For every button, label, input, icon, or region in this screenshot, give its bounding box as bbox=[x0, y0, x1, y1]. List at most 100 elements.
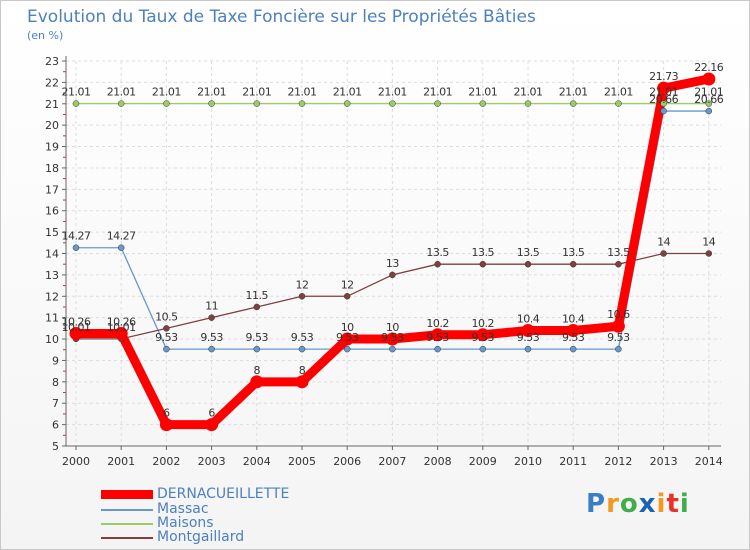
legend-swatch bbox=[101, 522, 153, 525]
chart-title: Evolution du Taux de Taxe Foncière sur l… bbox=[27, 7, 536, 27]
y-tick-label: 16 bbox=[45, 205, 59, 218]
y-tick-label: 11 bbox=[45, 312, 59, 325]
data-label-massac: 9.53 bbox=[246, 331, 269, 344]
data-point-massac bbox=[615, 345, 622, 353]
x-tick-label: 2007 bbox=[378, 455, 406, 468]
legend-item-massac: Massac bbox=[101, 502, 209, 517]
data-label-dernacueillette: 10.6 bbox=[607, 308, 630, 321]
data-point-montgaillard bbox=[163, 325, 170, 332]
data-label-montgaillard: 12 bbox=[341, 278, 354, 291]
data-point-montgaillard bbox=[660, 250, 667, 257]
legend-label: Massac bbox=[157, 501, 209, 517]
data-point-dernacueillette bbox=[566, 324, 580, 337]
data-point-montgaillard bbox=[434, 260, 441, 268]
data-point-maisons bbox=[569, 100, 577, 107]
data-label-maisons: 21.01 bbox=[62, 86, 91, 99]
x-tick-label: 2002 bbox=[152, 455, 180, 468]
y-tick-label: 6 bbox=[52, 419, 59, 432]
x-tick-label: 2006 bbox=[333, 455, 361, 468]
x-tick-label: 2014 bbox=[695, 455, 723, 468]
data-label-montgaillard: 13 bbox=[386, 257, 399, 270]
data-point-dernacueillette bbox=[340, 332, 354, 346]
logo-letter: r bbox=[606, 489, 620, 519]
proxiti-logo: Proxiti bbox=[586, 489, 690, 519]
legend-item-maisons: Maisons bbox=[101, 516, 214, 531]
x-tick-label: 2010 bbox=[514, 455, 542, 468]
data-point-massac bbox=[72, 244, 80, 251]
y-tick-label: 13 bbox=[45, 269, 59, 282]
y-tick-label: 23 bbox=[45, 55, 59, 68]
data-label-montgaillard: 13.5 bbox=[517, 246, 540, 259]
data-label-maisons: 21.01 bbox=[333, 86, 362, 99]
data-label-dernacueillette: 8 bbox=[299, 364, 306, 377]
data-label-massac: 9.53 bbox=[381, 331, 404, 344]
logo-letter: i bbox=[679, 489, 690, 519]
data-point-massac bbox=[660, 107, 667, 115]
data-label-massac: 9.53 bbox=[291, 331, 314, 344]
data-label-maisons: 21.01 bbox=[107, 86, 136, 99]
data-point-maisons bbox=[208, 100, 215, 107]
legend-label: DERNACUEILLETTE bbox=[157, 486, 290, 502]
data-point-dernacueillette bbox=[114, 326, 128, 340]
data-point-dernacueillette bbox=[611, 319, 625, 333]
y-tick-label: 14 bbox=[45, 248, 59, 261]
x-tick-label: 2000 bbox=[62, 455, 90, 468]
data-label-maisons: 21.01 bbox=[242, 86, 271, 99]
y-tick-label: 10 bbox=[45, 333, 59, 346]
data-point-montgaillard bbox=[615, 260, 622, 268]
data-point-montgaillard bbox=[479, 260, 487, 268]
data-label-dernacueillette: 6 bbox=[208, 407, 215, 420]
data-point-montgaillard bbox=[705, 250, 713, 257]
data-point-montgaillard bbox=[298, 293, 306, 300]
data-point-massac bbox=[298, 345, 306, 353]
x-tick-label: 2005 bbox=[288, 455, 316, 468]
data-point-montgaillard bbox=[343, 293, 351, 300]
data-point-dernacueillette bbox=[250, 375, 264, 389]
data-point-maisons bbox=[163, 100, 170, 107]
data-point-dernacueillette bbox=[431, 328, 445, 342]
logo-letter: o bbox=[619, 489, 639, 519]
legend-label: Montgaillard bbox=[157, 529, 245, 545]
data-point-maisons bbox=[343, 100, 351, 107]
x-tick-label: 2009 bbox=[469, 455, 497, 468]
y-tick-label: 18 bbox=[45, 162, 59, 175]
y-tick-label: 8 bbox=[52, 376, 59, 389]
legend-item-montgaillard: Montgaillard bbox=[101, 530, 244, 545]
data-label-dernacueillette: 22.16 bbox=[694, 61, 723, 74]
y-axis-unit: (en %) bbox=[27, 29, 64, 42]
data-label-maisons: 21.01 bbox=[649, 86, 678, 99]
logo-letter: P bbox=[586, 489, 607, 519]
data-labels: 21.01 21.01 21.01 21.01 21.01 21.01 21.01 21.01… bbox=[62, 61, 725, 420]
data-label-maisons: 21.01 bbox=[197, 86, 226, 99]
logo-letter: t bbox=[666, 489, 680, 519]
data-point-dernacueillette bbox=[385, 332, 399, 346]
y-tick-label: 15 bbox=[45, 226, 59, 239]
data-label-montgaillard: 13.5 bbox=[426, 246, 449, 259]
data-point-massac bbox=[479, 345, 487, 353]
data-point-dernacueillette bbox=[702, 72, 716, 86]
data-label-montgaillard: 11 bbox=[205, 300, 218, 313]
data-point-massac bbox=[208, 345, 215, 353]
data-label-dernacueillette: 21.73 bbox=[649, 70, 678, 83]
data-label-montgaillard: 13.5 bbox=[607, 246, 630, 259]
y-tick-label: 19 bbox=[45, 141, 59, 154]
data-label-maisons: 21.01 bbox=[604, 86, 633, 99]
data-label-massac: 9.53 bbox=[607, 331, 630, 344]
data-point-dernacueillette bbox=[657, 81, 671, 95]
data-label-montgaillard: 13.5 bbox=[472, 246, 495, 259]
data-label-maisons: 21.01 bbox=[468, 86, 497, 99]
data-point-montgaillard bbox=[208, 314, 215, 321]
data-label-dernacueillette: 8 bbox=[254, 364, 261, 377]
series-points bbox=[69, 72, 716, 432]
data-point-dernacueillette bbox=[295, 375, 309, 389]
logo-letter: i bbox=[656, 489, 667, 519]
data-point-massac bbox=[705, 107, 713, 115]
data-label-montgaillard: 10.01 bbox=[107, 321, 136, 334]
data-point-massac bbox=[434, 345, 441, 353]
data-point-maisons bbox=[615, 100, 622, 107]
data-label-massac: 9.53 bbox=[562, 331, 585, 344]
data-label-massac: 9.53 bbox=[517, 331, 540, 344]
data-label-montgaillard: 10.01 bbox=[62, 321, 91, 334]
data-point-massac bbox=[569, 345, 577, 353]
